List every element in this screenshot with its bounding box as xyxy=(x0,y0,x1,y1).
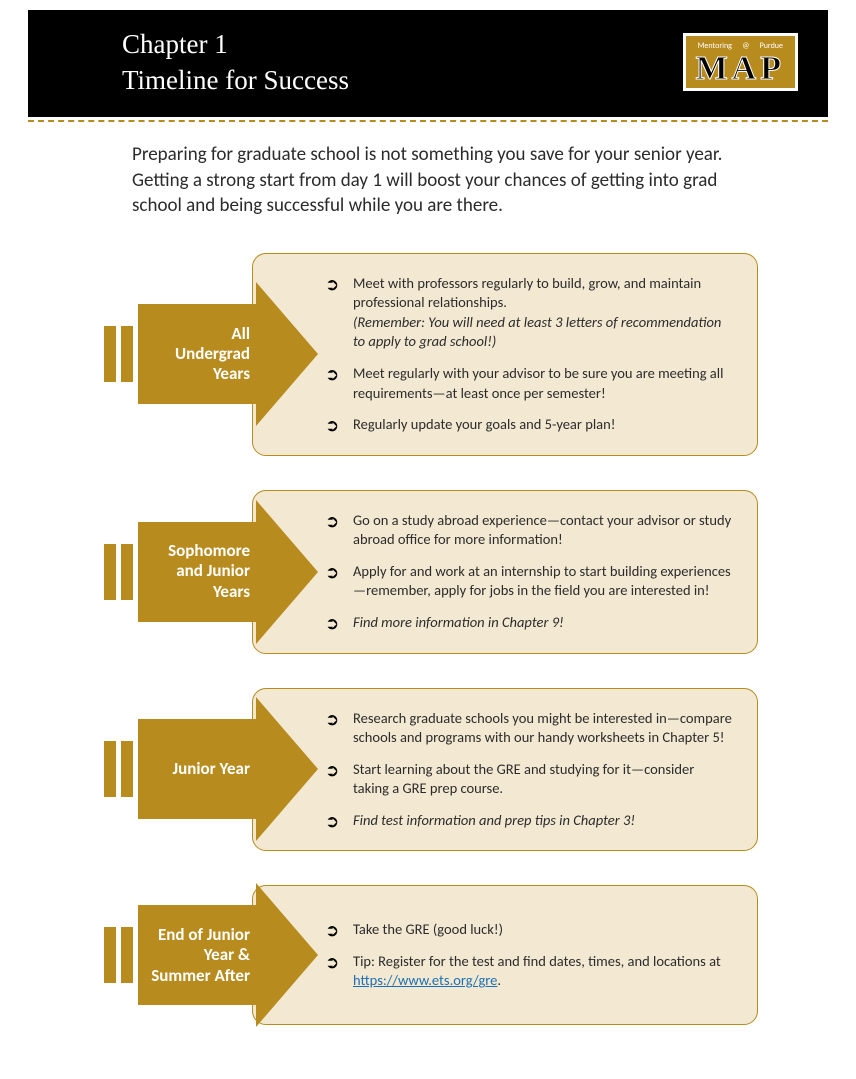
section-content: Go on a study abroad experience—contact … xyxy=(252,490,758,654)
timeline-section: End of JuniorYear &Summer AfterTake the … xyxy=(104,885,758,1025)
section-label: End of JuniorYear &Summer After xyxy=(144,925,250,986)
section-label: AllUndergradYears xyxy=(144,324,250,385)
page: Chapter 1 Timeline for Success Mentoring… xyxy=(0,0,856,1079)
intro-paragraph: Preparing for graduate school is not som… xyxy=(28,122,828,239)
section-content: Meet with professors regularly to build,… xyxy=(252,253,758,456)
logo-main-text: MAP xyxy=(696,52,785,86)
timeline-section: AllUndergradYears Meet with professors re… xyxy=(104,253,758,456)
timeline-sections: AllUndergradYears Meet with professors re… xyxy=(28,253,828,1026)
logo-top-mid: @ xyxy=(742,42,749,50)
accent-bars xyxy=(104,688,133,852)
section-arrow: Junior Year xyxy=(138,688,302,852)
section-arrow: AllUndergradYears xyxy=(138,253,302,456)
section-arrow: End of JuniorYear &Summer After xyxy=(138,885,302,1025)
bullet-item: Research graduate schools you might be i… xyxy=(325,709,733,748)
timeline-section: Junior Year Research graduate schools you… xyxy=(104,688,758,852)
accent-bars xyxy=(104,885,133,1025)
section-content: Take the GRE (good luck!) Tip: Register f… xyxy=(252,885,758,1025)
bullet-item: Apply for and work at an internship to s… xyxy=(325,562,733,601)
external-link[interactable]: https://www.ets.org/gre xyxy=(353,971,497,989)
bullet-item: Find more information in Chapter 9! xyxy=(325,613,733,633)
section-label: Junior Year xyxy=(144,759,250,779)
logo-top-left: Mentoring xyxy=(698,42,732,50)
header-titles: Chapter 1 Timeline for Success xyxy=(122,26,349,99)
logo-top-right: Purdue xyxy=(760,42,783,50)
timeline-section: Sophomoreand JuniorYears Go on a study ab… xyxy=(104,490,758,654)
chapter-title: Timeline for Success xyxy=(122,62,349,98)
bullet-item: Start learning about the GRE and studyin… xyxy=(325,760,733,799)
section-label: Sophomoreand JuniorYears xyxy=(144,541,250,602)
bullet-item: Regularly update your goals and 5-year p… xyxy=(325,415,733,435)
bullet-item: Tip: Register for the test and find date… xyxy=(325,952,733,991)
bullet-item: Find test information and prep tips in C… xyxy=(325,811,733,831)
section-arrow: Sophomoreand JuniorYears xyxy=(138,490,302,654)
page-header: Chapter 1 Timeline for Success Mentoring… xyxy=(28,10,828,120)
bullet-item: Take the GRE (good luck!) xyxy=(325,920,733,940)
bullet-item: Meet regularly with your advisor to be s… xyxy=(325,364,733,403)
map-logo: Mentoring @ Purdue MAP xyxy=(683,33,798,91)
accent-bars xyxy=(104,253,133,456)
bullet-item: Meet with professors regularly to build,… xyxy=(325,274,733,352)
bullet-item: Go on a study abroad experience—contact … xyxy=(325,511,733,550)
chapter-label: Chapter 1 xyxy=(122,26,349,62)
section-content: Research graduate schools you might be i… xyxy=(252,688,758,852)
accent-bars xyxy=(104,490,133,654)
